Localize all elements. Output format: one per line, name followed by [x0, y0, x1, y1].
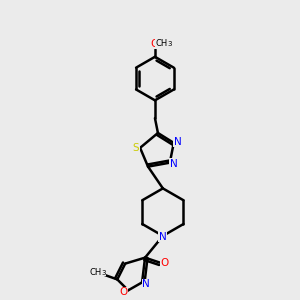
Text: CH: CH [156, 39, 168, 48]
Text: N: N [159, 232, 167, 242]
Text: O: O [151, 39, 159, 49]
Text: N: N [174, 137, 182, 147]
Text: 3: 3 [101, 269, 106, 275]
Text: CH: CH [89, 268, 102, 277]
Text: 3: 3 [168, 41, 172, 47]
Text: O: O [161, 258, 169, 268]
Text: O: O [119, 287, 128, 297]
Text: N: N [170, 159, 178, 169]
Text: N: N [142, 279, 150, 290]
Text: S: S [133, 143, 140, 153]
